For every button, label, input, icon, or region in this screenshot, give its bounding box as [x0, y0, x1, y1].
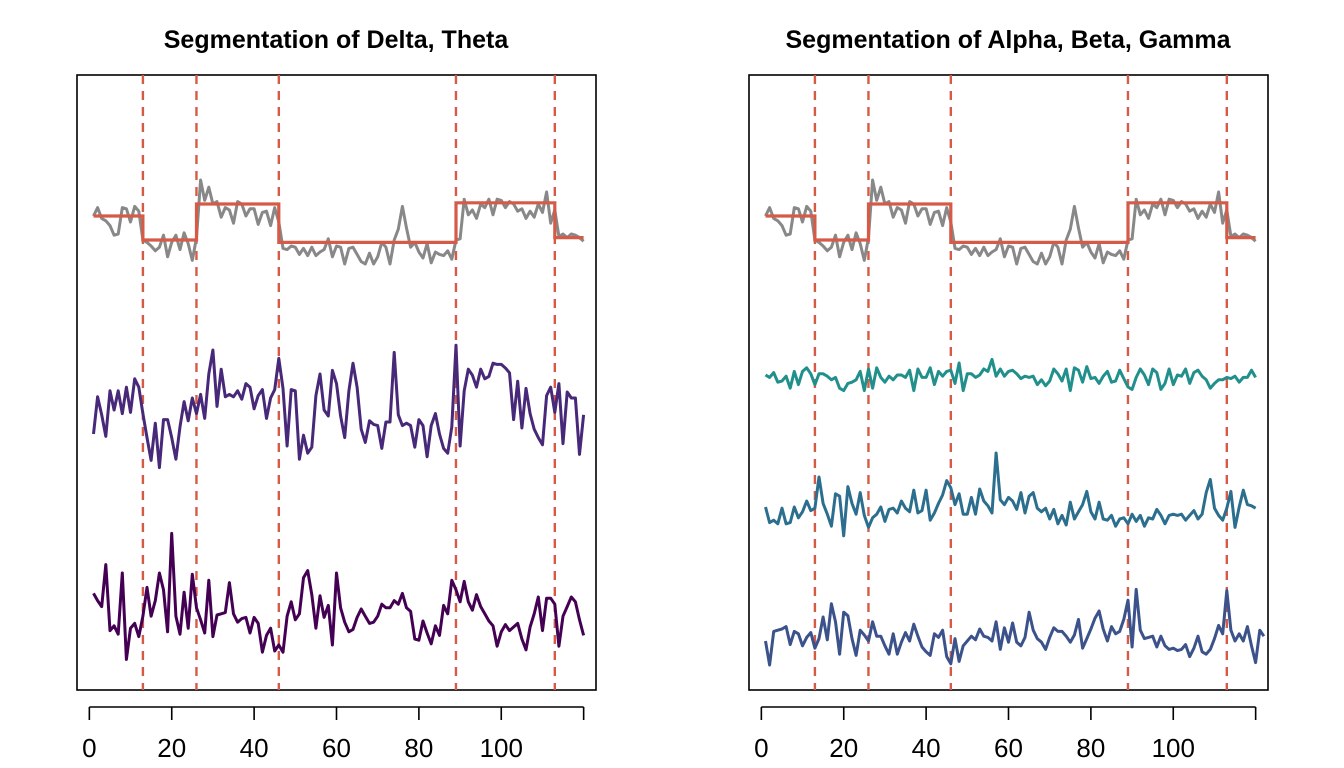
right-chart-title: Segmentation of Alpha, Beta, Gamma [786, 26, 1232, 54]
left-chart-title: Segmentation of Delta, Theta [164, 26, 510, 54]
x-tick-label-4: 80 [404, 733, 433, 763]
x-tick-label-0: 0 [754, 733, 768, 763]
x-tick-label-1: 20 [829, 733, 858, 763]
x-tick-label-1: 20 [157, 733, 186, 763]
right-plot-frame [748, 74, 1269, 691]
series-line-2 [92, 343, 586, 470]
x-tick-label-3: 60 [322, 733, 351, 763]
x-tick-label-3: 60 [994, 733, 1023, 763]
series-line-2 [764, 357, 1257, 393]
x-tick-label-5: 100 [1152, 733, 1195, 763]
x-tick-label-2: 40 [240, 733, 269, 763]
right-panel: Segmentation of Alpha, Beta, Gamma 0 20 40… [748, 26, 1269, 763]
left-panel: Segmentation of Delta, Theta 0 20 40 60 80 10… [76, 26, 597, 763]
fitted-segments-line [765, 201, 1256, 244]
fitted-segments-line [93, 201, 584, 244]
right-x-axis: 0 20 40 60 80 100 [754, 706, 1257, 763]
series-line-3 [92, 531, 586, 661]
series-line-3 [764, 451, 1257, 538]
series-line-4 [764, 587, 1266, 667]
right-series [764, 178, 1266, 667]
x-tick-label-5: 100 [480, 733, 523, 763]
x-tick-label-0: 0 [82, 733, 96, 763]
x-tick-label-4: 80 [1076, 733, 1105, 763]
series-line-0 [92, 178, 585, 266]
left-plot-frame [76, 74, 597, 691]
series-line-0 [764, 178, 1257, 266]
left-series [92, 178, 586, 661]
x-tick-label-2: 40 [912, 733, 941, 763]
left-x-axis: 0 20 40 60 80 100 [82, 706, 585, 763]
